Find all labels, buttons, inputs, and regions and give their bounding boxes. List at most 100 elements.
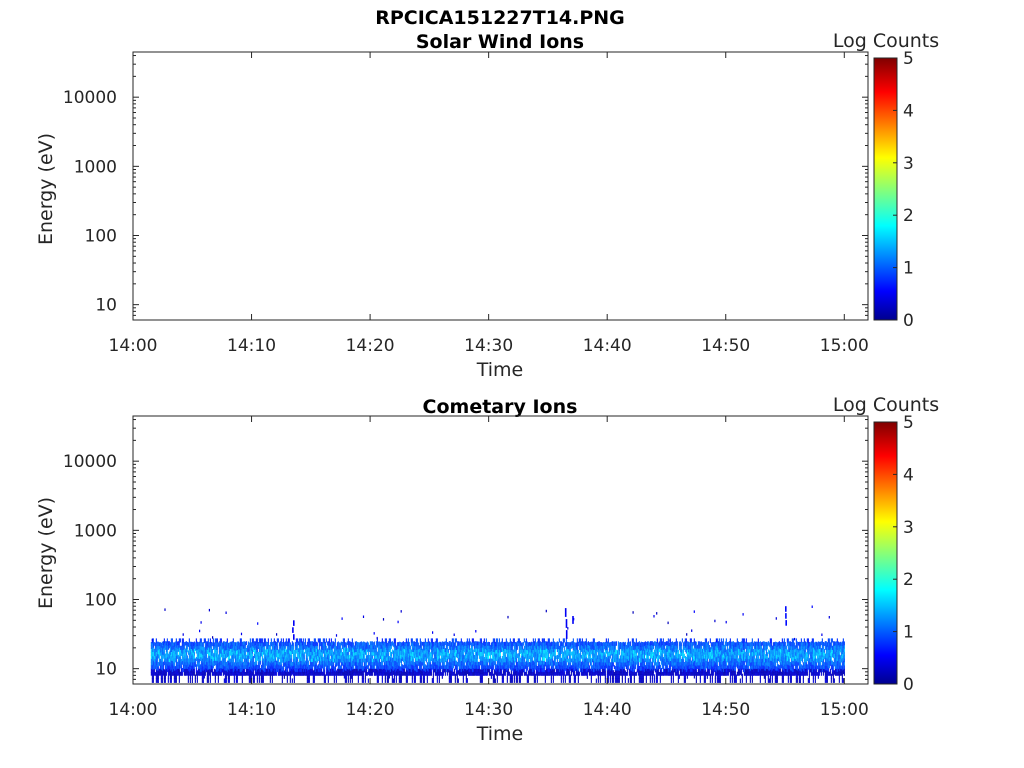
heatmap-cell	[309, 671, 311, 676]
heatmap-cell	[490, 650, 492, 655]
heatmap-cell	[497, 642, 499, 646]
heatmap-cell	[551, 652, 553, 656]
heatmap-cell	[642, 658, 644, 663]
heatmap-cell	[617, 657, 619, 663]
heatmap-cell	[550, 678, 552, 683]
heatmap-cell	[181, 649, 183, 654]
heatmap-cell	[345, 670, 347, 675]
heatmap-cell	[566, 668, 568, 673]
heatmap-cell	[202, 662, 204, 667]
heatmap-cell	[199, 671, 201, 676]
heatmap-cell	[456, 674, 458, 679]
heatmap-cell	[620, 652, 622, 656]
heatmap-cell	[173, 658, 175, 663]
heatmap-cell	[536, 674, 538, 679]
heatmap-cell	[315, 661, 317, 666]
heatmap-cell	[211, 649, 213, 653]
heatmap-cell	[489, 655, 491, 659]
heatmap-cell	[420, 649, 422, 655]
heatmap-cell	[220, 649, 222, 654]
heatmap-cell	[185, 671, 187, 676]
heatmap-cell	[356, 658, 358, 663]
heatmap-cell	[427, 656, 429, 661]
heatmap-cell	[670, 674, 672, 679]
heatmap-cell	[276, 668, 278, 673]
heatmap-cell	[434, 672, 436, 676]
heatmap-cell	[327, 666, 329, 671]
heatmap-cell	[427, 649, 429, 654]
heatmap-cell	[652, 645, 654, 650]
heatmap-cell	[636, 649, 638, 653]
heatmap-cell	[524, 644, 526, 649]
heatmap-cell	[525, 668, 527, 673]
heatmap-cell	[493, 647, 495, 652]
heatmap-cell	[609, 646, 611, 651]
heatmap-cell	[351, 647, 353, 652]
heatmap-cell	[504, 645, 506, 649]
heatmap-cell	[331, 655, 333, 659]
heatmap-cell	[562, 669, 564, 675]
heatmap-cell	[668, 642, 670, 647]
heatmap-cell	[663, 662, 665, 666]
x-tick-label: 14:10	[227, 336, 276, 356]
heatmap-cell	[400, 642, 402, 647]
heatmap-cell	[602, 662, 604, 666]
heatmap-cell	[412, 648, 414, 652]
heatmap-cell	[342, 668, 344, 673]
heatmap-cell	[563, 660, 565, 665]
heatmap-cell	[612, 674, 614, 679]
heatmap-cell	[418, 645, 420, 649]
heatmap-cell	[641, 674, 643, 679]
heatmap-cell	[488, 665, 490, 670]
heatmap-cell	[665, 671, 667, 676]
heatmap-cell	[566, 665, 568, 669]
heatmap-cell	[433, 668, 435, 673]
heatmap-cell	[375, 671, 377, 676]
heatmap-cell	[188, 653, 190, 658]
heatmap-cell	[610, 645, 612, 649]
heatmap-cell	[517, 660, 519, 665]
heatmap-cell	[662, 668, 664, 673]
heatmap-cell	[388, 669, 390, 675]
heatmap-cell	[544, 678, 546, 683]
heatmap-cell	[552, 651, 554, 657]
heatmap-cell	[152, 642, 154, 648]
heatmap-cell	[272, 661, 274, 666]
heatmap-cell	[541, 671, 543, 676]
heatmap-cell	[451, 638, 453, 643]
heatmap-cell	[438, 658, 440, 663]
heatmap-cell	[311, 644, 313, 649]
heatmap-cell	[422, 645, 424, 651]
heatmap-cell	[584, 648, 586, 652]
heatmap-cell	[407, 664, 409, 669]
heatmap-cell	[670, 654, 672, 659]
heatmap-cell	[565, 664, 567, 669]
heatmap-cell	[269, 642, 271, 647]
heatmap-cell	[153, 668, 155, 673]
heatmap-cell	[639, 662, 641, 667]
heatmap-cell	[575, 665, 577, 670]
heatmap-cell	[221, 655, 223, 660]
heatmap-cell	[513, 673, 515, 679]
heatmap-cell	[349, 678, 351, 683]
heatmap-cell	[623, 665, 625, 670]
heatmap-cell	[265, 651, 267, 656]
heatmap-cell	[319, 664, 321, 669]
heatmap-cell	[429, 652, 431, 656]
heatmap-cell	[403, 668, 405, 673]
heatmap-cell	[293, 658, 295, 663]
heatmap-cell	[524, 641, 526, 645]
heatmap-cell	[637, 652, 639, 656]
heatmap-cell	[595, 666, 597, 671]
heatmap-cell	[265, 655, 267, 659]
heatmap-cell	[339, 652, 341, 656]
heatmap-cell	[592, 668, 594, 673]
heatmap-cell	[282, 649, 284, 654]
heatmap-cell	[585, 668, 587, 673]
heatmap-cell	[280, 671, 282, 676]
heatmap-cell	[576, 656, 578, 661]
heatmap-cell	[584, 641, 586, 645]
heatmap-cell	[277, 649, 279, 654]
heatmap-cell	[259, 671, 261, 676]
heatmap-cell	[537, 649, 539, 654]
